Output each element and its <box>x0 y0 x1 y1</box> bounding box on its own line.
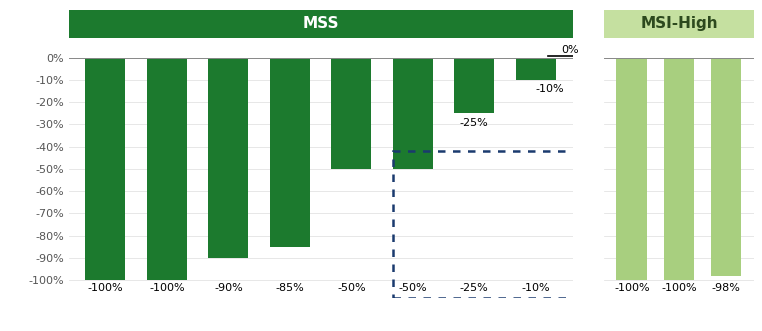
Bar <box>209 58 248 258</box>
Bar <box>85 58 126 280</box>
Bar <box>616 58 647 280</box>
Text: -85%: -85% <box>276 283 304 294</box>
Text: -98%: -98% <box>712 283 741 294</box>
Bar <box>516 58 555 80</box>
Bar <box>664 58 694 280</box>
Text: -100%: -100% <box>88 283 123 294</box>
Text: -90%: -90% <box>214 283 243 294</box>
Text: -25%: -25% <box>460 283 488 294</box>
Text: -10%: -10% <box>521 283 550 294</box>
Bar <box>270 58 310 247</box>
Bar <box>711 58 741 276</box>
Text: -100%: -100% <box>661 283 696 294</box>
Text: -100%: -100% <box>614 283 650 294</box>
Text: -50%: -50% <box>337 283 366 294</box>
Text: MSS: MSS <box>303 17 339 31</box>
Text: 0%: 0% <box>561 45 578 55</box>
Bar <box>393 58 433 169</box>
Bar <box>454 58 495 113</box>
Bar <box>147 58 187 280</box>
Bar <box>393 151 578 298</box>
Text: -10%: -10% <box>536 84 565 94</box>
Text: -25%: -25% <box>460 118 488 128</box>
Text: MSI-High: MSI-High <box>640 17 718 31</box>
Text: -50%: -50% <box>399 283 427 294</box>
Text: -100%: -100% <box>149 283 184 294</box>
Bar <box>331 58 371 169</box>
